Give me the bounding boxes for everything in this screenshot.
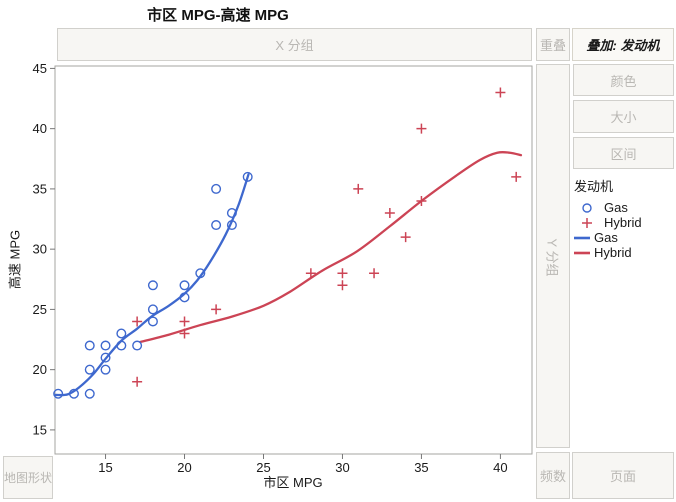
drop-zone-y-group[interactable]: [536, 64, 570, 448]
legend-item-label: Gas: [594, 230, 618, 245]
drop-zone-size-label: 大小: [610, 110, 637, 125]
legend-item-gas-line[interactable]: Gas: [574, 230, 674, 245]
y-tick-label: 25: [33, 302, 47, 317]
gas-point[interactable]: [226, 208, 237, 219]
drop-zone-overlay[interactable]: 叠加: 发动机: [572, 28, 674, 61]
drop-zone-frequency[interactable]: 频数: [536, 452, 570, 499]
legend-item-gas-circle[interactable]: Gas: [574, 200, 674, 215]
legend-title: 发动机: [574, 179, 614, 194]
gas-point[interactable]: [179, 280, 190, 291]
plot-area[interactable]: [54, 65, 533, 455]
x-axis-title[interactable]: 市区 MPG: [263, 475, 323, 490]
gas-point[interactable]: [179, 292, 190, 303]
x-tick-label: 30: [335, 460, 349, 475]
gas-point[interactable]: [84, 364, 95, 375]
drop-zone-size[interactable]: 大小: [573, 100, 674, 133]
hybrid-point[interactable]: [400, 232, 411, 243]
gas-point[interactable]: [100, 340, 111, 351]
hybrid-point[interactable]: [305, 268, 316, 279]
gas-point[interactable]: [242, 171, 253, 182]
hybrid-point[interactable]: [511, 171, 522, 182]
hybrid-point[interactable]: [337, 268, 348, 279]
legend-item-label: Gas: [604, 200, 628, 215]
hybrid-point[interactable]: [337, 280, 348, 291]
hybrid-point[interactable]: [211, 304, 222, 315]
x-tick-label: 25: [256, 460, 270, 475]
drop-zone-map-shape[interactable]: 地图形状: [3, 456, 53, 499]
legend-line-icon: [574, 251, 590, 254]
x-tick-label: 15: [98, 460, 112, 475]
hybrid-point[interactable]: [353, 183, 364, 194]
y-tick-label: 30: [33, 242, 47, 257]
legend-item-hybrid-plus[interactable]: Hybrid: [574, 215, 674, 230]
drop-zone-page-label: 页面: [609, 469, 636, 484]
legend-item-label: Hybrid: [604, 215, 642, 230]
legend-line-icon: [574, 236, 590, 239]
y-tick-label: 35: [33, 181, 47, 196]
hybrid-point[interactable]: [384, 208, 395, 219]
legend-circle-icon: [582, 202, 592, 213]
drop-zone-frequency-label: 频数: [539, 469, 566, 484]
gas-point[interactable]: [147, 280, 158, 291]
gas-point[interactable]: [116, 328, 127, 339]
drop-zone-overlay-label: 叠加: 发动机: [586, 38, 660, 53]
gas-point[interactable]: [84, 340, 95, 351]
drop-zone-map-shape-label: 地图形状: [4, 471, 53, 485]
hybrid-point[interactable]: [179, 328, 190, 339]
drop-zone-color[interactable]: 颜色: [573, 64, 674, 96]
drop-zone-interval-label: 区间: [610, 146, 637, 162]
gas-point[interactable]: [53, 388, 64, 399]
gas-point[interactable]: [100, 352, 111, 363]
hybrid-point[interactable]: [132, 316, 143, 327]
drop-zone-x-group[interactable]: X 分组: [57, 28, 532, 61]
y-tick-label: 40: [33, 121, 47, 136]
gas-point[interactable]: [211, 183, 222, 194]
y-axis-title[interactable]: 高速 MPG: [7, 229, 23, 290]
legend-item-hybrid-line[interactable]: Hybrid: [574, 245, 674, 260]
gas-point[interactable]: [84, 388, 95, 399]
gas-point[interactable]: [226, 220, 237, 231]
gas-point[interactable]: [100, 364, 111, 375]
y-tick-label: 20: [33, 362, 47, 377]
hybrid-point[interactable]: [179, 316, 190, 327]
drop-zone-interval[interactable]: 区间: [573, 137, 674, 169]
x-tick-label: 40: [493, 460, 507, 475]
drop-zone-y-group-label: Y 分组: [544, 238, 560, 277]
gas-point[interactable]: [195, 268, 206, 279]
page-title: 市区 MPG-高速 MPG: [147, 7, 289, 24]
gas-smoother-line: [54, 173, 250, 397]
drop-zone-color-label: 颜色: [610, 73, 637, 89]
drop-zone-x-group-label: X 分组: [275, 38, 314, 53]
gas-point[interactable]: [147, 316, 158, 327]
hybrid-point[interactable]: [416, 123, 427, 134]
hybrid-smoother-line: [139, 150, 523, 344]
drop-zone-overlap[interactable]: 重叠: [536, 28, 570, 61]
y-tick-label: 15: [33, 422, 47, 437]
y-tick-label: 45: [33, 61, 47, 76]
gas-point[interactable]: [147, 304, 158, 315]
gas-point[interactable]: [116, 340, 127, 351]
hybrid-point[interactable]: [495, 87, 506, 98]
hybrid-point[interactable]: [416, 195, 427, 206]
drop-zone-page[interactable]: 页面: [572, 452, 674, 499]
hybrid-point[interactable]: [132, 376, 143, 387]
drop-zone-overlap-label: 重叠: [539, 38, 566, 53]
x-tick-label: 35: [414, 460, 428, 475]
legend-item-label: Hybrid: [594, 245, 632, 260]
hybrid-point[interactable]: [369, 268, 380, 279]
legend: 发动机 Gas Hybrid Gas Hybrid: [574, 176, 674, 260]
gas-point[interactable]: [211, 220, 222, 231]
gas-point[interactable]: [132, 340, 143, 351]
gas-point[interactable]: [68, 388, 79, 399]
x-tick-label: 20: [177, 460, 191, 475]
legend-plus-icon: [582, 217, 592, 228]
